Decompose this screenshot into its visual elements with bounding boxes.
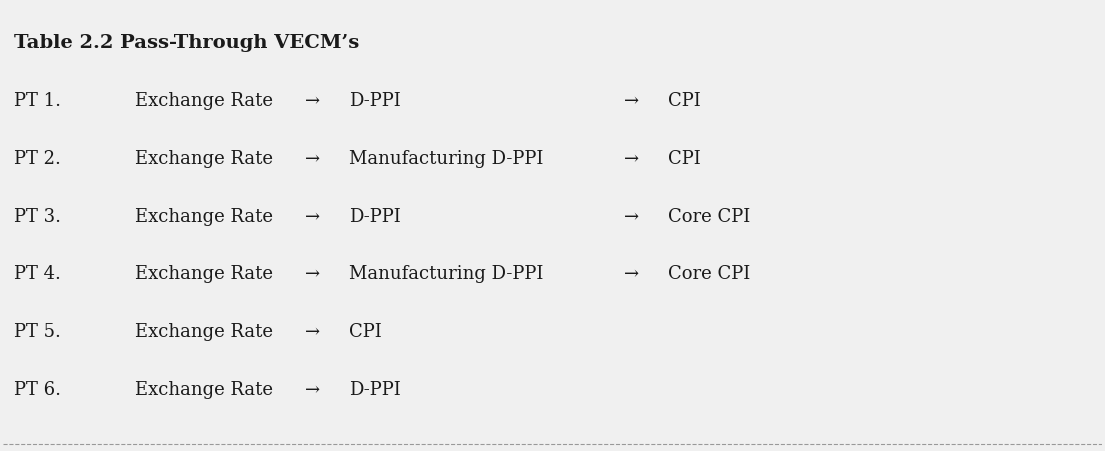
Text: Core CPI: Core CPI xyxy=(667,207,750,226)
Text: Exchange Rate: Exchange Rate xyxy=(135,150,273,168)
Text: CPI: CPI xyxy=(667,150,701,168)
Text: D-PPI: D-PPI xyxy=(349,92,401,110)
Text: Table 2.2 Pass-Through VECM’s: Table 2.2 Pass-Through VECM’s xyxy=(13,34,359,52)
Text: CPI: CPI xyxy=(667,92,701,110)
Text: →: → xyxy=(305,207,320,226)
Text: Exchange Rate: Exchange Rate xyxy=(135,323,273,341)
Text: D-PPI: D-PPI xyxy=(349,207,401,226)
Text: Core CPI: Core CPI xyxy=(667,266,750,284)
Text: Manufacturing D-PPI: Manufacturing D-PPI xyxy=(349,150,544,168)
Text: →: → xyxy=(624,266,639,284)
Text: Exchange Rate: Exchange Rate xyxy=(135,381,273,399)
Text: →: → xyxy=(305,381,320,399)
Text: →: → xyxy=(624,207,639,226)
Text: →: → xyxy=(305,150,320,168)
Text: Exchange Rate: Exchange Rate xyxy=(135,266,273,284)
Text: Manufacturing D-PPI: Manufacturing D-PPI xyxy=(349,266,544,284)
Text: →: → xyxy=(305,323,320,341)
Text: PT 5.: PT 5. xyxy=(13,323,61,341)
Text: →: → xyxy=(305,92,320,110)
Text: →: → xyxy=(624,150,639,168)
Text: Exchange Rate: Exchange Rate xyxy=(135,92,273,110)
Text: PT 1.: PT 1. xyxy=(13,92,61,110)
Text: PT 3.: PT 3. xyxy=(13,207,61,226)
Text: →: → xyxy=(624,92,639,110)
Text: PT 4.: PT 4. xyxy=(13,266,61,284)
Text: PT 6.: PT 6. xyxy=(13,381,61,399)
Text: →: → xyxy=(305,266,320,284)
Text: PT 2.: PT 2. xyxy=(13,150,61,168)
Text: CPI: CPI xyxy=(349,323,382,341)
Text: Exchange Rate: Exchange Rate xyxy=(135,207,273,226)
Text: D-PPI: D-PPI xyxy=(349,381,401,399)
